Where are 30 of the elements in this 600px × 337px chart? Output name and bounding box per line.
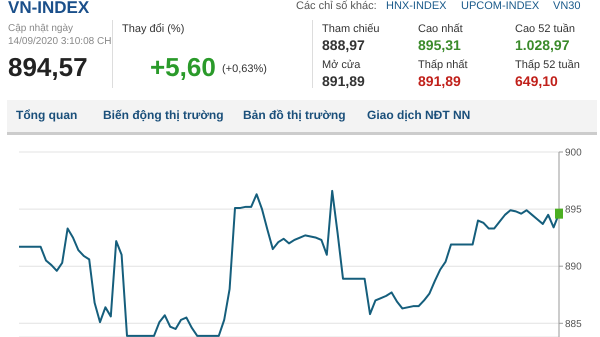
text: Cao 52 tuần <box>515 23 575 35</box>
text: Cao nhất <box>418 23 463 35</box>
text: Biến động thị trường <box>103 108 224 122</box>
chart-title: VN-INDEX <box>8 0 90 18</box>
text: 891,89 <box>322 73 365 89</box>
text: Tổng quan <box>16 108 78 122</box>
text: 1.028,97 <box>515 37 570 53</box>
text: Các chỉ số khác: <box>296 0 377 12</box>
text: VN30 <box>553 0 581 12</box>
text: Thấp 52 tuần <box>515 59 580 71</box>
text: 891,89 <box>418 73 461 89</box>
text: (+0,63%) <box>222 63 267 75</box>
text: UPCOM-INDEX <box>461 0 540 12</box>
y-tick-label: 890 <box>565 262 582 273</box>
text: 895,31 <box>418 37 461 53</box>
text: Thay đổi (%) <box>122 23 184 35</box>
text: 894,57 <box>8 52 88 83</box>
y-tick-label: 885 <box>565 318 582 330</box>
text: Tham chiếu <box>322 23 380 35</box>
text: 888,97 <box>322 37 365 53</box>
chart-subtitle: Cập nhật ngày 14/09/2020 3:10:08 CH <box>8 22 112 48</box>
text: 649,10 <box>515 73 558 89</box>
text: Giao dịch NĐT NN <box>367 108 470 122</box>
text: Mở cửa <box>322 59 360 71</box>
text: Thấp nhất <box>418 59 468 71</box>
text: +5,60 <box>150 52 216 83</box>
text: HNX-INDEX <box>386 0 447 12</box>
text: Bản đồ thị trường <box>243 108 346 122</box>
y-tick-label: 895 <box>565 204 582 216</box>
y-tick-label: 900 <box>565 148 582 159</box>
